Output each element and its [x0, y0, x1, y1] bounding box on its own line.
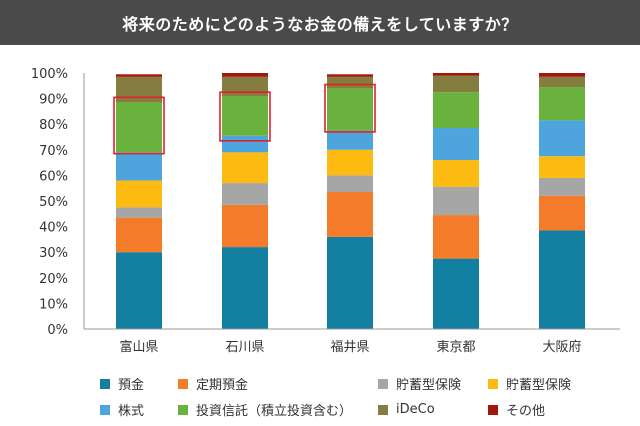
- legend-swatch: [178, 378, 188, 389]
- bar-segment: [433, 215, 479, 259]
- y-tick-label: 70%: [39, 144, 68, 159]
- bar-segment: [116, 102, 162, 153]
- highlight-box: [113, 96, 165, 155]
- legend-label: 株式: [118, 404, 145, 419]
- bars: [116, 73, 585, 329]
- legend-item: 定期預金: [178, 374, 378, 393]
- legend-item: 預金: [100, 374, 178, 393]
- bar-segment: [327, 175, 373, 193]
- y-tick-label: 10%: [39, 297, 68, 312]
- legend-item: 株式: [100, 400, 178, 419]
- bar-segment: [433, 186, 479, 216]
- legend-swatch: [100, 404, 110, 415]
- bar-segment: [222, 183, 268, 205]
- chart-legend: 預金 定期預金 貯蓄型保険 貯蓄型保険株式 投資信託（積立投資含む） iDeCo その他: [100, 374, 620, 419]
- chart-title: 将来のためにどのようなお金の備えをしていますか？: [122, 14, 518, 34]
- bar-segment: [222, 73, 268, 77]
- bar-segment: [116, 152, 162, 181]
- bar-segment: [116, 207, 162, 218]
- bar-segment: [222, 135, 268, 153]
- bar-segment: [222, 152, 268, 184]
- bar-segment: [433, 75, 479, 93]
- chart-title-bar: 将来のためにどのようなお金の備えをしていますか？: [0, 0, 640, 45]
- bar-segment: [539, 177, 585, 196]
- legend-swatch: [488, 404, 498, 415]
- bar-segment: [116, 76, 162, 103]
- bar-segment: [539, 230, 585, 329]
- legend-label: 貯蓄型保険: [396, 378, 462, 393]
- legend-item: その他: [488, 400, 608, 419]
- bar-segment: [539, 156, 585, 178]
- bar-segment: [327, 192, 373, 237]
- bar-segment: [327, 88, 373, 131]
- bar-segment: [116, 217, 162, 253]
- bar-segment: [222, 247, 268, 329]
- bar-segment: [327, 236, 373, 329]
- bar-segment: [116, 180, 162, 208]
- y-tick-label: 20%: [39, 272, 68, 287]
- x-category-label: 福井県: [330, 340, 369, 355]
- legend-swatch: [488, 378, 498, 389]
- y-tick-label: 50%: [39, 195, 68, 210]
- bar-segment: [327, 130, 373, 150]
- x-category-label: 東京都: [436, 339, 475, 355]
- bar-segment: [539, 87, 585, 121]
- y-tick-label: 30%: [39, 246, 68, 261]
- y-tick-label: 80%: [39, 118, 68, 133]
- legend-item: iDeCo: [378, 400, 488, 419]
- x-axis: 富山県 石川県 福井県 東京都 大阪府: [84, 328, 620, 355]
- highlight-boxes: [113, 83, 376, 155]
- legend-item: 貯蓄型保険: [488, 374, 608, 393]
- legend-item: 投資信託（積立投資含む）: [178, 400, 378, 419]
- bar-segment: [539, 120, 585, 157]
- highlight-box: [219, 91, 271, 142]
- legend-swatch: [378, 404, 388, 415]
- bar-segment: [116, 74, 162, 77]
- legend-item: 貯蓄型保険: [378, 374, 488, 393]
- y-tick-label: 60%: [39, 169, 68, 184]
- bar-segment: [539, 73, 585, 77]
- x-category-label: 大阪府: [542, 340, 581, 355]
- bar-segment: [433, 92, 479, 129]
- legend-swatch: [100, 378, 110, 389]
- legend-label: 預金: [118, 378, 145, 393]
- legend-label: 定期預金: [196, 378, 249, 393]
- highlight-box: [324, 83, 376, 133]
- bar-segment: [222, 204, 268, 248]
- bar-segment: [433, 160, 479, 187]
- bar-segment: [433, 73, 479, 76]
- bar-segment: [539, 76, 585, 88]
- bar-segment: [327, 149, 373, 176]
- stacked-bar-chart: 0% 10% 20% 30% 40% 50% 60% 70% 80% 90% 100% 富山県 石川県…: [31, 67, 620, 355]
- legend-label: 貯蓄型保険: [506, 378, 572, 393]
- x-category-label: 富山県: [119, 339, 158, 355]
- legend-label: 投資信託（積立投資含む）: [196, 404, 353, 419]
- y-tick-label: 100%: [31, 67, 68, 82]
- y-tick-label: 0%: [47, 323, 68, 338]
- bar-segment: [327, 74, 373, 77]
- y-axis: 0% 10% 20% 30% 40% 50% 60% 70% 80% 90% 100%: [31, 67, 85, 338]
- bar-segment: [327, 76, 373, 89]
- bar-segment: [433, 128, 479, 161]
- legend-label: その他: [506, 404, 546, 419]
- legend-swatch: [378, 378, 388, 389]
- y-tick-label: 40%: [39, 221, 68, 236]
- legend-swatch: [178, 404, 188, 415]
- bar-segment: [433, 258, 479, 329]
- bar-segment: [222, 76, 268, 97]
- bar-segment: [222, 96, 268, 136]
- bar-segment: [116, 252, 162, 329]
- legend-label: iDeCo: [396, 402, 435, 417]
- y-tick-label: 90%: [39, 93, 68, 108]
- x-category-label: 石川県: [225, 340, 264, 355]
- bar-segment: [539, 195, 585, 231]
